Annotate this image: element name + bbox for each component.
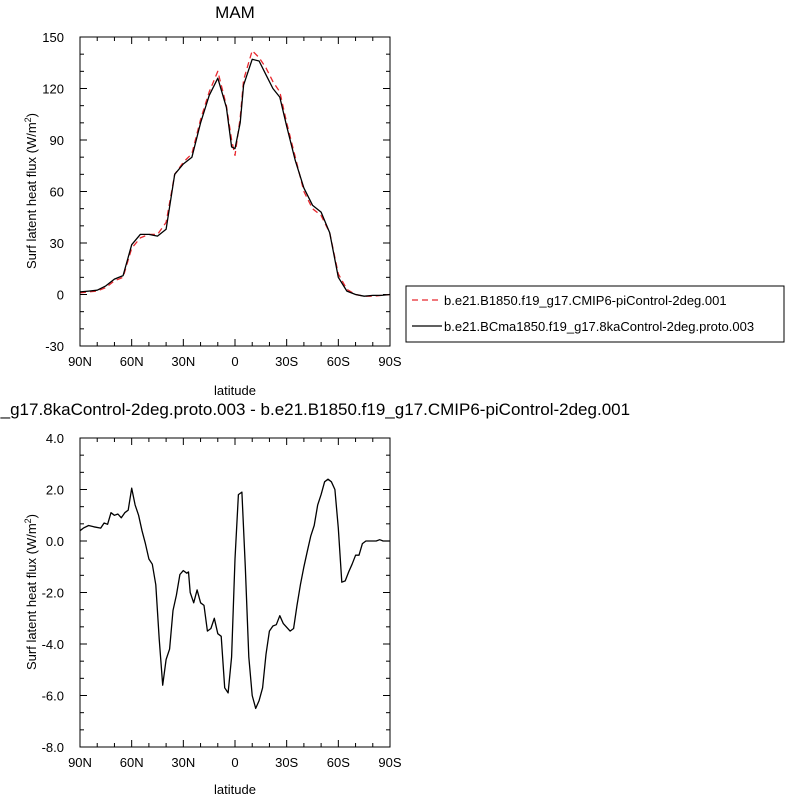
plot-frame (79, 36, 391, 347)
x-tick-label: 60S (327, 755, 350, 770)
x-tick-label: 30S (275, 354, 298, 369)
x-tick-label: 60N (120, 755, 144, 770)
chart-title: b.e21.BCma1850.f19_g17.8kaControl-2deg.p… (0, 400, 630, 419)
series-line-1 (79, 58, 391, 297)
y-tick-label: 0 (57, 288, 64, 303)
chart-seasonal-mean: MAM Surf latent heat flux (W/m2) latitud… (23, 3, 785, 398)
series-group (79, 478, 390, 710)
y-axis-label: Surf latent heat flux (W/m2) (23, 514, 39, 670)
x-tick-label: 90N (68, 354, 92, 369)
y-tick-label: -6.0 (42, 689, 64, 704)
y-axis-label: Surf latent heat flux (W/m2) (23, 113, 39, 269)
x-tick-label: 0 (231, 755, 238, 770)
x-tick-label: 60S (327, 354, 350, 369)
y-tick-label: -8.0 (42, 740, 64, 755)
y-tick-label: 150 (42, 30, 64, 45)
x-tick-label: 0 (231, 354, 238, 369)
y-tick-label: 30 (50, 236, 64, 251)
ticks-group: 90N 60N 30N 0 30S 60S 90S -30 0 30 60 90 120 150 (42, 30, 402, 369)
ticks-group: 90N 60N 30N 0 30S 60S 90S -8.0 -6.0 -4.0 -2.0 0.0 2.… (42, 431, 402, 770)
y-tick-label: 60 (50, 185, 64, 200)
y-tick-label: 120 (42, 82, 64, 97)
y-tick-label: 0.0 (46, 534, 64, 549)
chart-difference: b.e21.BCma1850.f19_g17.8kaControl-2deg.p… (0, 400, 630, 797)
x-tick-label: 30N (171, 755, 195, 770)
series-group (79, 50, 391, 297)
series-line-0 (79, 50, 391, 297)
x-tick-label: 30N (171, 354, 195, 369)
series-line-0 (79, 478, 390, 710)
x-axis-label: latitude (214, 782, 256, 797)
x-tick-label: 30S (275, 755, 298, 770)
y-tick-label: 2.0 (46, 483, 64, 498)
legend-label-cmip6-picontrol: b.e21.B1850.f19_g17.CMIP6-piControl-2deg… (444, 293, 727, 308)
y-tick-label: -2.0 (42, 586, 64, 601)
y-tick-label: -30 (45, 339, 64, 354)
x-tick-label: 60N (120, 354, 144, 369)
legend-box (405, 285, 785, 343)
y-tick-label: -4.0 (42, 637, 64, 652)
y-tick-label: 4.0 (46, 431, 64, 446)
x-tick-label: 90S (378, 354, 401, 369)
legend-label-8ka-control: b.e21.BCma1850.f19_g17.8kaControl-2deg.p… (444, 319, 754, 334)
x-tick-label: 90N (68, 755, 92, 770)
y-tick-label: 90 (50, 133, 64, 148)
chart-title: MAM (215, 3, 255, 22)
legend: b.e21.B1850.f19_g17.CMIP6-piControl-2deg… (405, 285, 785, 343)
plot-frame (79, 437, 391, 748)
x-tick-label: 90S (378, 755, 401, 770)
x-axis-label: latitude (214, 383, 256, 398)
